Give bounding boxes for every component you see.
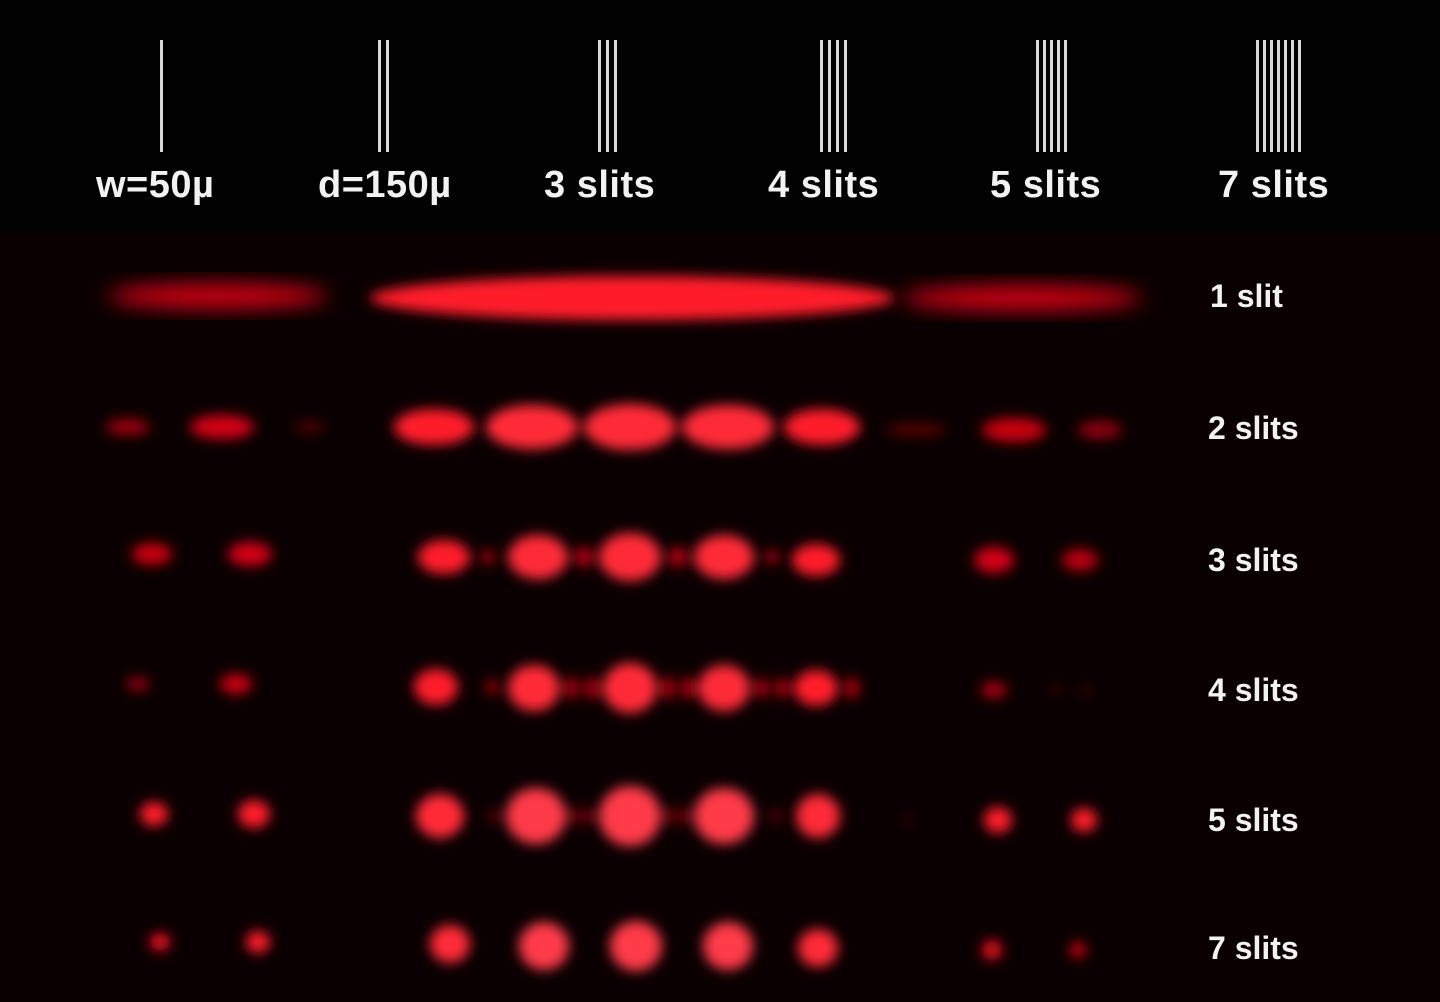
slit-line — [836, 40, 839, 152]
pattern-row-3-slits — [132, 533, 1098, 581]
slit-line — [828, 40, 831, 152]
slit-line — [1284, 40, 1287, 152]
pattern-row-4-slits — [126, 663, 1090, 713]
slit-line — [1064, 40, 1067, 152]
slit-line — [844, 40, 847, 152]
label-7-slits: 7 slits — [1218, 164, 1330, 206]
label-5-slits: 5 slits — [990, 164, 1102, 206]
slit-line — [160, 40, 163, 152]
slit-diagram-4 — [820, 40, 847, 152]
slit-line — [1263, 40, 1266, 152]
slit-line — [378, 40, 381, 152]
pattern-row-2-slits — [106, 404, 1122, 450]
pattern-row-1-slit — [108, 276, 1142, 320]
row-label-1-slit: 1 slit — [1210, 278, 1283, 314]
slit-line — [1050, 40, 1053, 152]
slit-diagram-7 — [1256, 40, 1301, 152]
label-slit-width: w=50µ — [96, 164, 215, 206]
row-label-2-slits: 2 slits — [1208, 410, 1299, 446]
row-label-3-slits: 3 slits — [1208, 542, 1299, 578]
slit-line — [1291, 40, 1294, 152]
pattern-band — [0, 232, 1440, 1002]
row-label-7-slits: 7 slits — [1208, 930, 1299, 966]
slit-line — [1036, 40, 1039, 152]
slit-line — [820, 40, 823, 152]
slit-line — [1277, 40, 1280, 152]
slit-diagram-double — [378, 40, 389, 152]
slit-line — [1057, 40, 1060, 152]
slit-line — [1298, 40, 1301, 152]
slit-line — [386, 40, 389, 152]
slit-diagram-band — [0, 0, 1440, 232]
slit-diagram-5 — [1036, 40, 1067, 152]
pattern-row-7-slits — [150, 921, 1086, 971]
slit-line — [1043, 40, 1046, 152]
slit-diagram-single — [160, 40, 163, 152]
slit-line — [1256, 40, 1259, 152]
label-4-slits: 4 slits — [768, 164, 880, 206]
row-label-5-slits: 5 slits — [1208, 802, 1299, 838]
label-slit-separation: d=150µ — [318, 164, 452, 206]
row-label-4-slits: 4 slits — [1208, 672, 1299, 708]
slit-line — [614, 40, 617, 152]
slit-diagram-3 — [598, 40, 617, 152]
slit-line — [1270, 40, 1273, 152]
slit-line — [598, 40, 601, 152]
label-3-slits: 3 slits — [544, 164, 656, 206]
pattern-row-5-slits — [140, 786, 1097, 846]
slit-line — [606, 40, 609, 152]
